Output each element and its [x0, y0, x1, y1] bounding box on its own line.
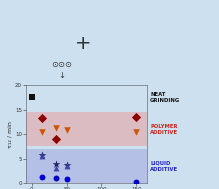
Point: [41, 117, 44, 120]
Point: [65, 129, 68, 132]
Y-axis label: τ₁₂ / min: τ₁₂ / min: [7, 121, 12, 148]
Text: ⊙⊙⊙
↓: ⊙⊙⊙ ↓: [51, 60, 72, 80]
Text: +: +: [75, 34, 92, 53]
Point: [41, 176, 44, 179]
Point: [65, 165, 68, 168]
Point: [41, 130, 44, 133]
Point: [55, 138, 58, 141]
Point: [55, 127, 58, 130]
Text: LIQUID
ADDITIVE: LIQUID ADDITIVE: [150, 161, 178, 172]
Point: [41, 153, 44, 156]
Point: [134, 115, 138, 119]
Point: [134, 181, 138, 184]
Point: [41, 155, 44, 158]
Bar: [26, 112, 147, 146]
Point: [55, 166, 58, 169]
Point: [55, 162, 58, 165]
Point: [30, 96, 34, 99]
Text: NEAT
GRINDING: NEAT GRINDING: [150, 92, 180, 103]
Text: POLYMER
ADDITIVE: POLYMER ADDITIVE: [150, 124, 178, 135]
Point: [65, 163, 68, 166]
Point: [55, 177, 58, 180]
Point: [65, 178, 68, 181]
Bar: [26, 149, 147, 183]
Point: [134, 130, 138, 133]
